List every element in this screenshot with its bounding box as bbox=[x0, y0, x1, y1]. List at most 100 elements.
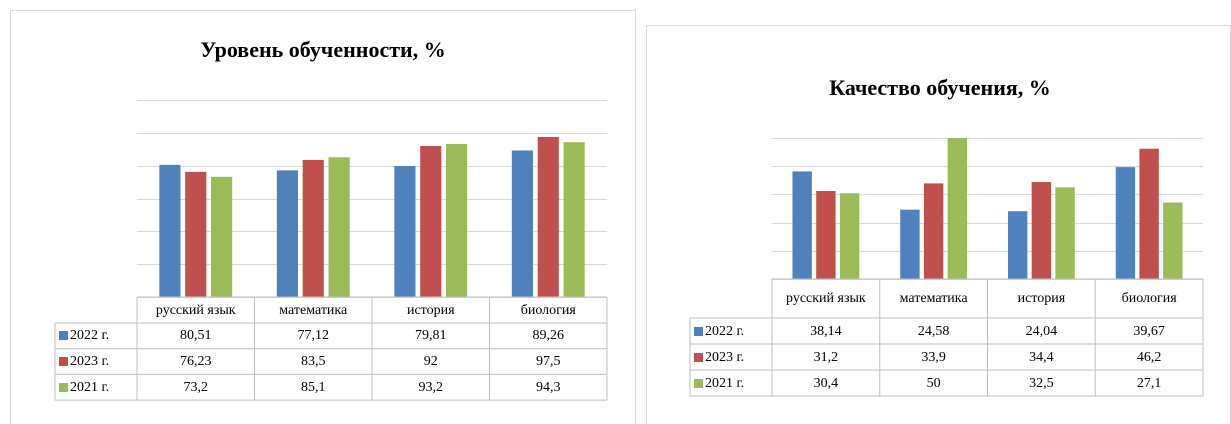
x-tick-label-text: биология bbox=[520, 302, 576, 318]
bar bbox=[446, 143, 468, 297]
data-label: 77,12 bbox=[255, 323, 373, 349]
data-label-text: 76,23 bbox=[180, 354, 212, 370]
data-label-cell: 32,5 bbox=[1029, 375, 1054, 391]
data-label-cell: 79,81 bbox=[415, 328, 447, 344]
bar bbox=[511, 150, 533, 297]
data-label: 92 bbox=[372, 349, 490, 375]
data-label: 39,67 bbox=[1095, 318, 1203, 344]
data-label-cell: 27,1 bbox=[1095, 370, 1203, 396]
data-label-cell: 34,4 bbox=[988, 344, 1096, 370]
legend-entry-text: 2023 г. bbox=[705, 349, 745, 365]
legend-entry-cell: 2023 г. bbox=[690, 344, 772, 370]
x-tick-label-cell: история bbox=[988, 279, 1096, 318]
data-label-text: 73,2 bbox=[183, 379, 209, 395]
data-label-text: 31,2 bbox=[813, 349, 839, 365]
data-label-cell: 24,58 bbox=[880, 318, 988, 344]
data-label-cell: 94,3 bbox=[490, 374, 608, 400]
bar bbox=[900, 209, 920, 279]
data-label-cell: 83,5 bbox=[255, 349, 373, 375]
x-tick-label-text: биология bbox=[1121, 291, 1177, 306]
data-label-cell: 92 bbox=[372, 349, 490, 375]
x-tick-label: математика bbox=[880, 279, 988, 318]
bar bbox=[947, 138, 968, 279]
data-label-cell: 89,26 bbox=[490, 323, 608, 349]
chart-frame bbox=[10, 10, 636, 424]
data-label-cell: 97,5 bbox=[490, 349, 608, 375]
data-label: 97,5 bbox=[490, 349, 608, 375]
data-label-text: 30,4 bbox=[813, 375, 839, 391]
data-label: 38,14 bbox=[772, 318, 880, 344]
bar bbox=[159, 164, 181, 297]
data-label: 50 bbox=[880, 370, 988, 396]
bar bbox=[185, 171, 207, 297]
bar bbox=[211, 176, 233, 297]
legend-entry: 2023 г. bbox=[690, 344, 772, 370]
x-tick-label-text: математика bbox=[899, 291, 968, 306]
data-label: 31,2 bbox=[772, 344, 880, 370]
data-label-text: 93,2 bbox=[418, 379, 444, 395]
data-label: 85,1 bbox=[255, 374, 373, 400]
data-label-text: 32,5 bbox=[1029, 375, 1054, 391]
data-label-cell: 46,2 bbox=[1137, 350, 1162, 365]
x-tick-label-cell: математика bbox=[880, 279, 988, 318]
data-label: 34,4 bbox=[988, 344, 1096, 370]
bar bbox=[923, 183, 944, 279]
data-label: 94,3 bbox=[490, 374, 608, 400]
x-tick-label-cell: русский язык bbox=[137, 297, 255, 323]
data-label-cell: 31,2 bbox=[772, 344, 880, 370]
data-label-cell: 85,1 bbox=[255, 374, 373, 400]
data-label: 80,51 bbox=[137, 323, 255, 349]
bar bbox=[816, 191, 836, 279]
data-label-text: 24,58 bbox=[917, 323, 950, 339]
bar bbox=[1055, 187, 1075, 279]
legend-entry: 2021 г. bbox=[55, 374, 137, 400]
legend-entry-text: 2021 г. bbox=[70, 379, 110, 395]
bar bbox=[1031, 181, 1052, 279]
chart-title: Качество обучения, % bbox=[829, 75, 1051, 100]
data-label-cell: 39,67 bbox=[1095, 318, 1203, 344]
data-label-text: 79,81 bbox=[415, 328, 447, 344]
x-tick-label: история bbox=[988, 279, 1096, 318]
bar bbox=[1139, 148, 1159, 279]
x-tick-label: биология bbox=[1095, 279, 1203, 318]
bar bbox=[420, 145, 442, 297]
x-tick-label-cell: история bbox=[407, 303, 455, 318]
legend-swatch bbox=[694, 352, 703, 362]
legend-entry-text: 2023 г. bbox=[70, 354, 110, 370]
legend-entry-cell: 2022 г. bbox=[690, 318, 772, 344]
legend-entry-cell: 2023 г. bbox=[59, 354, 110, 370]
chart-title: Уровень обученности, % bbox=[200, 37, 445, 62]
data-label-text: 77,12 bbox=[297, 328, 330, 344]
legend-entry: 2022 г. bbox=[690, 318, 772, 344]
bar bbox=[563, 142, 585, 297]
legend-entry: 2021 г. bbox=[690, 370, 772, 396]
data-label-cell: 50 bbox=[880, 370, 988, 396]
bar bbox=[394, 165, 416, 297]
x-tick-label: русский язык bbox=[137, 297, 255, 323]
x-tick-label-text: русский язык bbox=[786, 291, 866, 306]
legend-entry-text: 2022 г. bbox=[70, 328, 110, 344]
data-label: 89,26 bbox=[490, 323, 608, 349]
data-label-text: 27,1 bbox=[1136, 375, 1162, 391]
legend-entry: 2022 г. bbox=[55, 323, 137, 349]
data-label-cell: 93,2 bbox=[418, 379, 444, 395]
legend-entry-text: 2022 г. bbox=[705, 323, 745, 339]
data-label: 27,1 bbox=[1095, 370, 1203, 396]
legend-swatch bbox=[694, 378, 703, 388]
bar bbox=[1115, 167, 1136, 279]
data-label-cell: 38,14 bbox=[772, 318, 880, 344]
data-label: 76,23 bbox=[137, 349, 255, 375]
x-tick-label-cell: биология bbox=[490, 297, 608, 323]
data-label-cell: 76,23 bbox=[137, 349, 255, 375]
data-label: 24,58 bbox=[880, 318, 988, 344]
data-label-text: 80,51 bbox=[180, 328, 212, 344]
legend-entry-cell: 2022 г. bbox=[55, 323, 137, 349]
x-tick-label-text: математика bbox=[279, 302, 348, 318]
bar bbox=[792, 171, 812, 279]
x-tick-label: русский язык bbox=[772, 279, 880, 318]
x-tick-label: биология bbox=[490, 297, 608, 323]
legend-entry-text: 2021 г. bbox=[705, 375, 745, 391]
bar bbox=[537, 136, 559, 297]
data-label: 83,5 bbox=[255, 349, 373, 375]
